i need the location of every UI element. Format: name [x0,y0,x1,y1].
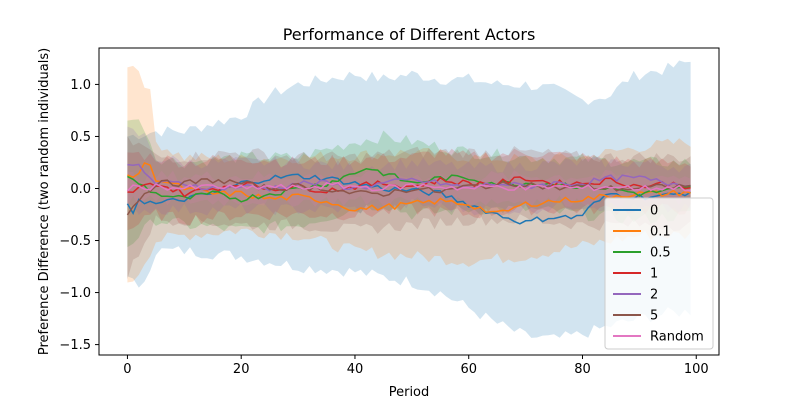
legend-label: 5 [650,309,658,324]
confidence-bands [127,60,691,338]
x-tick-label: 60 [460,362,477,377]
band-series-2 [127,119,691,248]
legend: 0 0.1 0.5 1 2 5 Random [604,197,714,350]
y-axis-label: Preference Difference (two random indivi… [37,48,52,355]
legend-label: Random [650,330,704,345]
y-tick-label: 1.0 [70,78,91,93]
x-axis: 0 20 40 60 80 100 [123,355,709,377]
x-tick-label: 0 [123,362,131,377]
x-tick-label: 20 [233,362,250,377]
legend-box [604,197,714,350]
x-tick-label: 80 [574,362,591,377]
x-axis-label: Period [389,385,430,400]
x-tick-label: 40 [347,362,364,377]
band-series-0 [127,60,691,338]
y-tick-label: 0.5 [70,130,91,145]
chart-title: Performance of Different Actors [283,25,536,44]
legend-label: 1 [650,267,658,282]
legend-label: 0 [650,204,658,219]
x-tick-label: 100 [684,362,709,377]
y-tick-label: 0.0 [70,182,91,197]
y-tick-label: −0.5 [59,234,91,249]
y-tick-label: −1.5 [59,338,91,353]
line-series-6 [126,181,691,192]
band-series-1 [127,65,691,283]
line-series-1 [127,161,691,213]
legend-label: 0.5 [650,246,671,261]
legend-label: 2 [650,288,658,303]
band-series-5 [127,136,691,280]
band-series-4 [127,126,691,216]
y-tick-label: −1.0 [59,286,91,301]
series-lines [126,161,691,225]
y-axis: 1.0 0.5 0.0 −0.5 −1.0 −1.5 [59,78,99,353]
plot-frame [98,47,720,356]
legend-label: 0.1 [650,225,671,240]
line-series-4 [127,163,691,192]
